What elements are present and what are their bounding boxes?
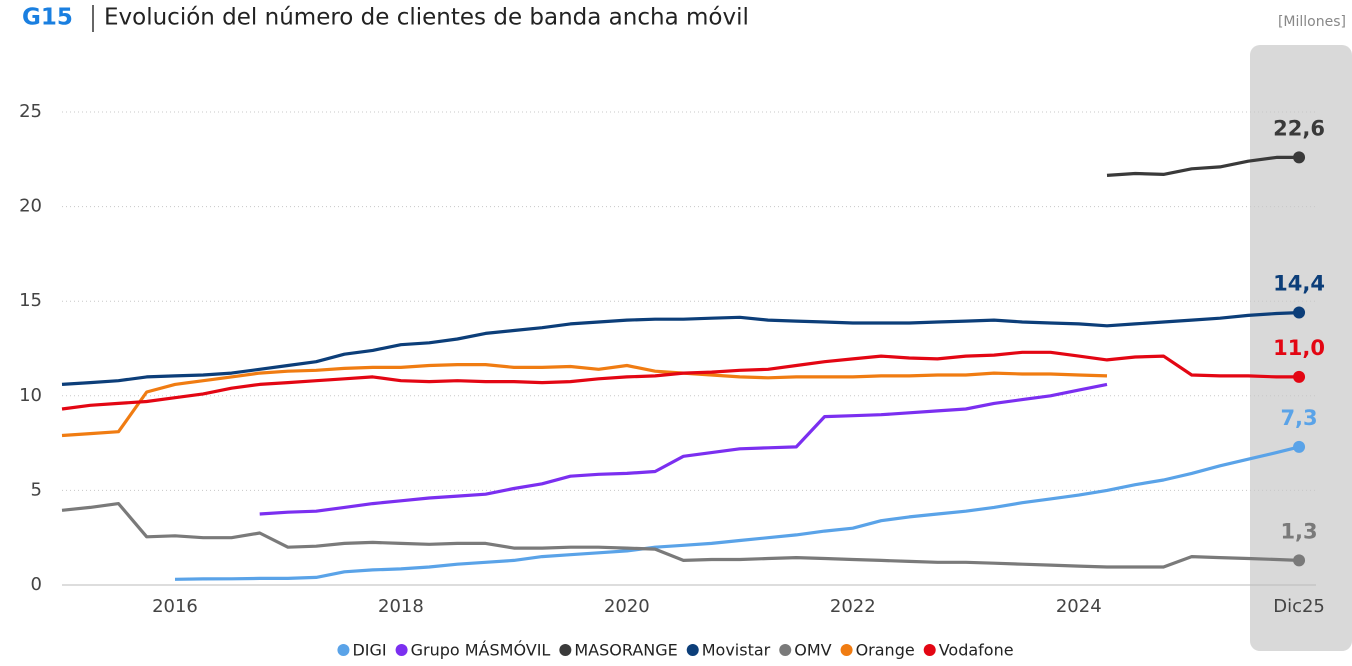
legend-marker xyxy=(686,644,699,656)
series-line xyxy=(61,502,1300,569)
legend-label: MASORANGE xyxy=(574,641,677,660)
series-line xyxy=(61,363,1108,438)
highlight-band xyxy=(1250,45,1352,651)
end-point xyxy=(1293,306,1306,319)
y-tick-label: 0 xyxy=(31,574,42,595)
legend-marker xyxy=(923,644,936,656)
legend-label: DIGI xyxy=(352,641,386,660)
x-tick-label: 2022 xyxy=(830,596,876,617)
data-label: 11,0 xyxy=(1273,336,1325,360)
legend-label: Vodafone xyxy=(939,641,1014,660)
end-point xyxy=(1293,554,1306,567)
legend-label: Grupo MÁSMÓVIL xyxy=(411,641,551,660)
series-line xyxy=(259,382,1108,516)
legend-marker xyxy=(779,644,792,656)
end-point xyxy=(1293,440,1306,453)
series-line xyxy=(1106,155,1300,177)
legend-marker xyxy=(840,644,853,656)
x-tick-label: 2024 xyxy=(1056,596,1102,617)
y-tick-label: 10 xyxy=(19,385,42,406)
chart-label: G15 xyxy=(22,5,73,31)
series-line xyxy=(174,445,1300,581)
data-label: 22,6 xyxy=(1273,116,1325,140)
legend-marker xyxy=(559,644,572,656)
series-line xyxy=(61,311,1300,386)
data-label: 1,3 xyxy=(1280,519,1317,543)
y-tick-label: 25 xyxy=(19,101,42,122)
x-tick-label: 2016 xyxy=(152,596,198,617)
y-tick-label: 20 xyxy=(19,196,42,217)
end-point xyxy=(1293,151,1306,164)
legend-marker xyxy=(337,644,350,656)
unit-label: [Millones] xyxy=(1278,14,1346,30)
legend-label: Movistar xyxy=(702,641,771,660)
data-label: 7,3 xyxy=(1280,406,1317,430)
end-point xyxy=(1293,370,1306,383)
legend-marker xyxy=(395,644,408,656)
x-tick-label: 2018 xyxy=(378,596,424,617)
y-tick-label: 5 xyxy=(31,479,42,500)
data-label: 14,4 xyxy=(1273,272,1325,296)
legend-label: Orange xyxy=(856,641,915,660)
legend-label: OMV xyxy=(794,641,831,660)
y-tick-label: 15 xyxy=(19,290,42,311)
x-tick-label: Dic25 xyxy=(1273,596,1325,617)
series-line xyxy=(61,350,1300,411)
x-tick-label: 2020 xyxy=(604,596,650,617)
chart-title: Evolución del número de clientes de band… xyxy=(104,5,749,31)
